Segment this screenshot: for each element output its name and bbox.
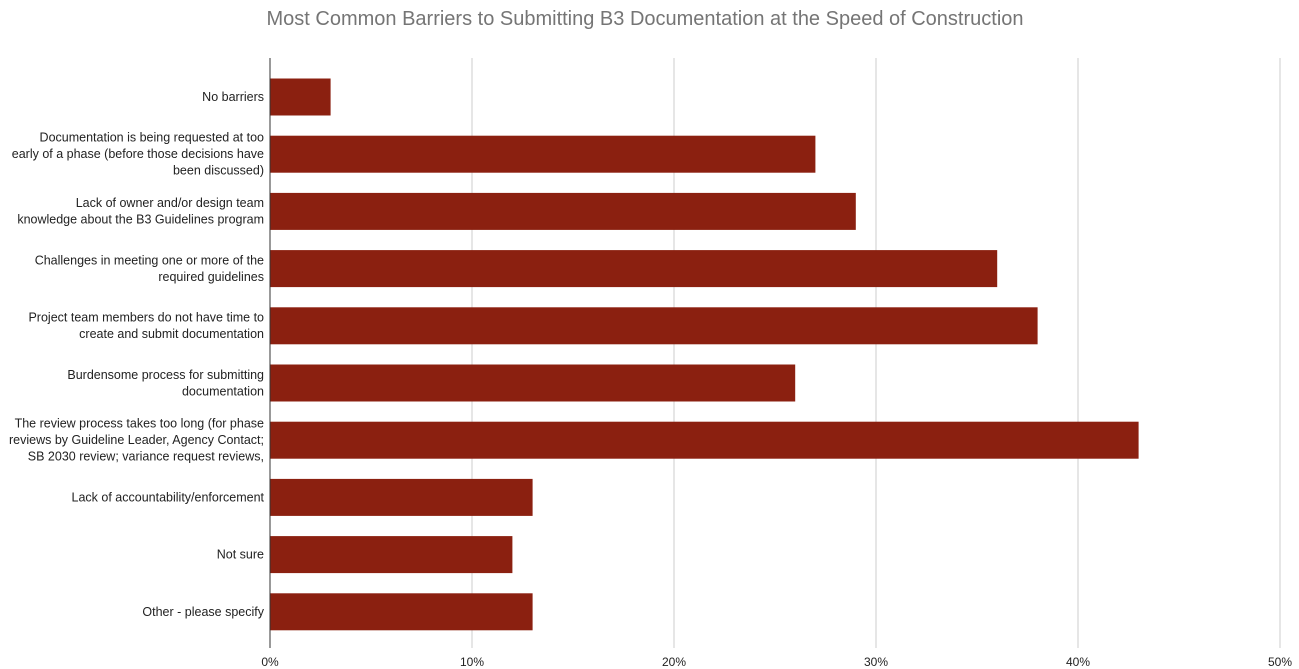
x-tick-label: 50%	[1268, 655, 1292, 669]
category-label-line: required guidelines	[158, 270, 264, 284]
bar	[270, 307, 1038, 345]
category-label-line: knowledge about the B3 Guidelines progra…	[17, 213, 264, 227]
category-label: No barriers	[202, 90, 264, 104]
bar	[270, 536, 513, 574]
category-label: Documentation is being requested at too e…	[12, 131, 264, 178]
category-label-line: Burdensome process for submitting	[67, 368, 264, 382]
category-label-line: Challenges in meeting one or more of the	[35, 253, 264, 267]
category-label-line: Lack of accountability/enforcement	[72, 490, 265, 504]
category-label-line: Documentation is being requested at too	[40, 131, 264, 145]
category-label-line: been discussed)	[173, 164, 264, 178]
category-label-line: Lack of owner and/or design team	[76, 196, 264, 210]
x-tick-label: 0%	[261, 655, 279, 669]
category-label: Burdensome process for submitting documen…	[67, 368, 264, 399]
x-tick-label: 10%	[460, 655, 484, 669]
category-label-line: reviews by Guideline Leader, Agency Cont…	[9, 433, 264, 447]
category-label: Lack of owner and/or design team knowledg…	[17, 196, 264, 227]
bar	[270, 421, 1139, 459]
category-label-line: Other - please specify	[142, 605, 264, 619]
chart-title: Most Common Barriers to Submitting B3 Do…	[266, 8, 1024, 30]
category-label-line: No barriers	[202, 90, 264, 104]
category-label: Project team members do not have time to…	[28, 311, 264, 342]
x-tick-label: 40%	[1066, 655, 1090, 669]
bar	[270, 78, 331, 116]
bar	[270, 250, 998, 288]
category-label: Challenges in meeting one or more of the…	[35, 253, 264, 284]
bar	[270, 593, 533, 631]
bar	[270, 192, 856, 230]
bar	[270, 364, 796, 402]
bar	[270, 478, 533, 516]
category-label-line: SB 2030 review; variance request reviews…	[28, 450, 264, 464]
category-label: The review process takes too long (for p…	[9, 417, 264, 464]
category-label-line: create and submit documentation	[79, 327, 264, 341]
category-label: Lack of accountability/enforcement	[72, 490, 265, 504]
category-label-line: documentation	[182, 384, 264, 398]
category-label-line: The review process takes too long (for p…	[15, 417, 264, 431]
category-label-line: Project team members do not have time to	[28, 311, 264, 325]
category-label: Not sure	[217, 548, 264, 562]
bar	[270, 135, 816, 173]
x-tick-label: 20%	[662, 655, 686, 669]
x-tick-label: 30%	[864, 655, 888, 669]
category-label-line: Not sure	[217, 548, 264, 562]
category-label: Other - please specify	[142, 605, 264, 619]
category-label-line: early of a phase (before those decisions…	[12, 147, 264, 161]
